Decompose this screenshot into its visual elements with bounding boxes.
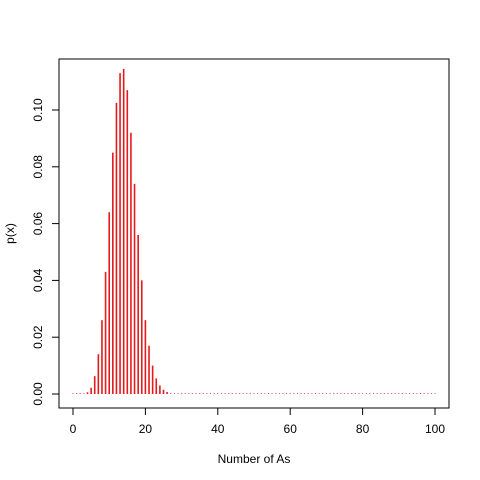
x-axis-label: Number of As [218,452,291,466]
y-tick-label: 0.02 [31,325,45,349]
bars-group [72,68,436,394]
plot-box [58,58,450,409]
x-tick-label: 0 [70,422,77,436]
x-tick-label: 40 [211,422,225,436]
y-axis: 0.00 0.02 0.04 0.06 0.08 0.10 [31,98,60,406]
x-tick-label: 80 [356,422,370,436]
y-tick-label: 0.04 [31,268,45,292]
y-tick-label: 0.10 [31,98,45,122]
y-tick-label: 0.06 [31,212,45,236]
x-tick-label: 100 [425,422,445,436]
y-tick-label: 0.08 [31,155,45,179]
x-tick-label: 60 [284,422,298,436]
y-tick-label: 0.00 [31,382,45,406]
x-axis: 0 20 40 60 80 100 [70,407,445,436]
x-tick-label: 20 [139,422,153,436]
y-axis-label: p(x) [3,223,17,244]
